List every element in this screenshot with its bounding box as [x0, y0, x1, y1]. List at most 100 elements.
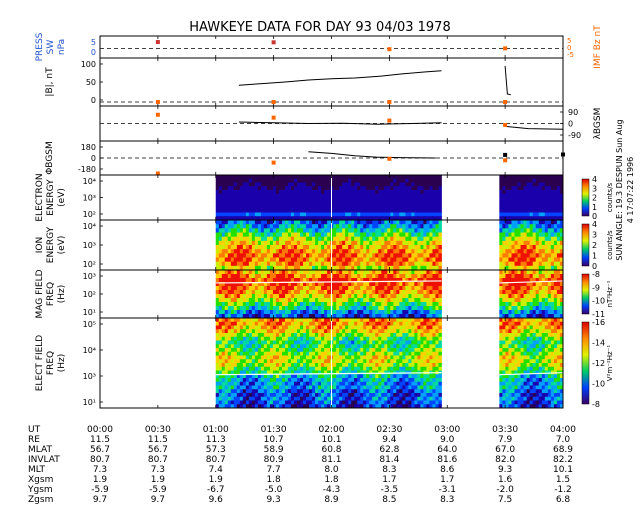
- spectrogram-cell: [521, 233, 524, 238]
- spectrogram-cell: [297, 201, 300, 205]
- spectrogram-cell: [324, 258, 327, 263]
- spectrogram-cell: [285, 274, 288, 278]
- spectrogram-cell: [396, 241, 399, 246]
- spectrogram-cell: [312, 274, 315, 278]
- spectrogram-cell: [324, 186, 327, 190]
- spectrogram-cell: [505, 201, 508, 205]
- spectrogram-cell: [390, 367, 393, 371]
- spectrogram-cell: [285, 262, 288, 267]
- spectrogram-cell: [246, 298, 249, 302]
- spectrogram-cell: [432, 329, 435, 333]
- spectrogram-cell: [237, 258, 240, 263]
- spectrogram-cell: [321, 329, 324, 333]
- spectrogram-cell: [542, 198, 545, 202]
- spectrogram-cell: [348, 233, 351, 238]
- spectrogram-cell: [423, 245, 426, 250]
- spectrogram-cell: [225, 194, 228, 198]
- spectrogram-cell: [408, 274, 411, 278]
- spectrogram-cell: [369, 341, 372, 345]
- spectrogram-cell: [228, 333, 231, 337]
- spectrogram-cell: [294, 253, 297, 258]
- spectrogram-cell: [411, 310, 414, 314]
- spectrogram-cell: [533, 274, 536, 278]
- spectrogram-cell: [508, 201, 511, 205]
- spectrogram-cell: [524, 249, 527, 254]
- spectrogram-cell: [508, 258, 511, 263]
- spectrogram-cell: [243, 382, 246, 386]
- spectrogram-cell: [435, 258, 438, 263]
- spectrogram-cell: [432, 290, 435, 294]
- spectrogram-cell: [219, 220, 222, 225]
- spectrogram-cell: [521, 262, 524, 267]
- spectrogram-cell: [511, 306, 514, 310]
- spectrogram-cell: [505, 274, 508, 278]
- spectrogram-cell: [306, 245, 309, 250]
- spectrogram-cell: [264, 322, 267, 326]
- spectrogram-cell: [243, 209, 246, 213]
- spectrogram-cell: [521, 298, 524, 302]
- spectrogram-cell: [345, 318, 348, 322]
- spectrogram-cell: [387, 205, 390, 209]
- spectrogram-cell: [324, 209, 327, 213]
- spectrogram-cell: [375, 175, 378, 179]
- spectrogram-cell: [306, 378, 309, 382]
- spectrogram-cell: [303, 175, 306, 179]
- spectrogram-cell: [363, 249, 366, 254]
- spectrogram-cell: [261, 306, 264, 310]
- spectrogram-cell: [405, 237, 408, 242]
- spectrogram-cell: [324, 367, 327, 371]
- spectrogram-cell: [369, 201, 372, 205]
- spectrogram-cell: [282, 359, 285, 363]
- spectrogram-cell: [375, 262, 378, 267]
- spectrogram-cell: [378, 228, 381, 233]
- spectrogram-cell: [261, 302, 264, 306]
- spectrogram-cell: [408, 224, 411, 229]
- spectrogram-cell: [258, 348, 261, 352]
- spectrogram-cell: [502, 213, 505, 217]
- spectrogram-cell: [252, 359, 255, 363]
- spectrogram-cell: [390, 209, 393, 213]
- spectrogram-cell: [366, 228, 369, 233]
- spectrogram-cell: [240, 298, 243, 302]
- spectrogram-cell: [297, 333, 300, 337]
- spectrogram-cell: [294, 205, 297, 209]
- spectrogram-cell: [255, 306, 258, 310]
- spectrogram-cell: [542, 209, 545, 213]
- spectrogram-cell: [303, 310, 306, 314]
- spectrogram-cell: [240, 356, 243, 360]
- spectrogram-cell: [515, 310, 518, 314]
- spectrogram-cell: [402, 258, 405, 263]
- spectrogram-cell: [414, 241, 417, 246]
- spectrogram-cell: [288, 367, 291, 371]
- spectrogram-cell: [234, 228, 237, 233]
- y-tick-label: 10³: [83, 241, 96, 250]
- spectrogram-cell: [357, 186, 360, 190]
- spectrogram-cell: [351, 282, 354, 286]
- spectrogram-cell: [267, 224, 270, 229]
- spectrogram-cell: [375, 326, 378, 330]
- spectrogram-cell: [273, 302, 276, 306]
- spectrogram-cell: [357, 352, 360, 356]
- spectrogram-cell: [411, 302, 414, 306]
- spectrogram-cell: [542, 258, 545, 263]
- spectrogram-cell: [258, 233, 261, 238]
- spectrogram-cell: [234, 298, 237, 302]
- spectrogram-cell: [369, 224, 372, 229]
- spectrogram-cell: [300, 233, 303, 238]
- spectrogram-cell: [255, 209, 258, 213]
- spectrogram-cell: [216, 286, 219, 290]
- spectrogram-cell: [411, 205, 414, 209]
- spectrogram-cell: [366, 322, 369, 326]
- spectrogram-cell: [357, 270, 360, 274]
- spectrogram-cell: [360, 290, 363, 294]
- spectrogram-cell: [327, 286, 330, 290]
- spectrogram-cell: [234, 213, 237, 217]
- spectrogram-cell: [354, 363, 357, 367]
- spectrogram-cell: [261, 224, 264, 229]
- spectrogram-cell: [285, 190, 288, 194]
- spectrogram-cell: [222, 224, 225, 229]
- spectrogram-cell: [530, 298, 533, 302]
- spectrogram-cell: [300, 262, 303, 267]
- data-marker: [272, 100, 276, 104]
- spectrogram-cell: [378, 270, 381, 274]
